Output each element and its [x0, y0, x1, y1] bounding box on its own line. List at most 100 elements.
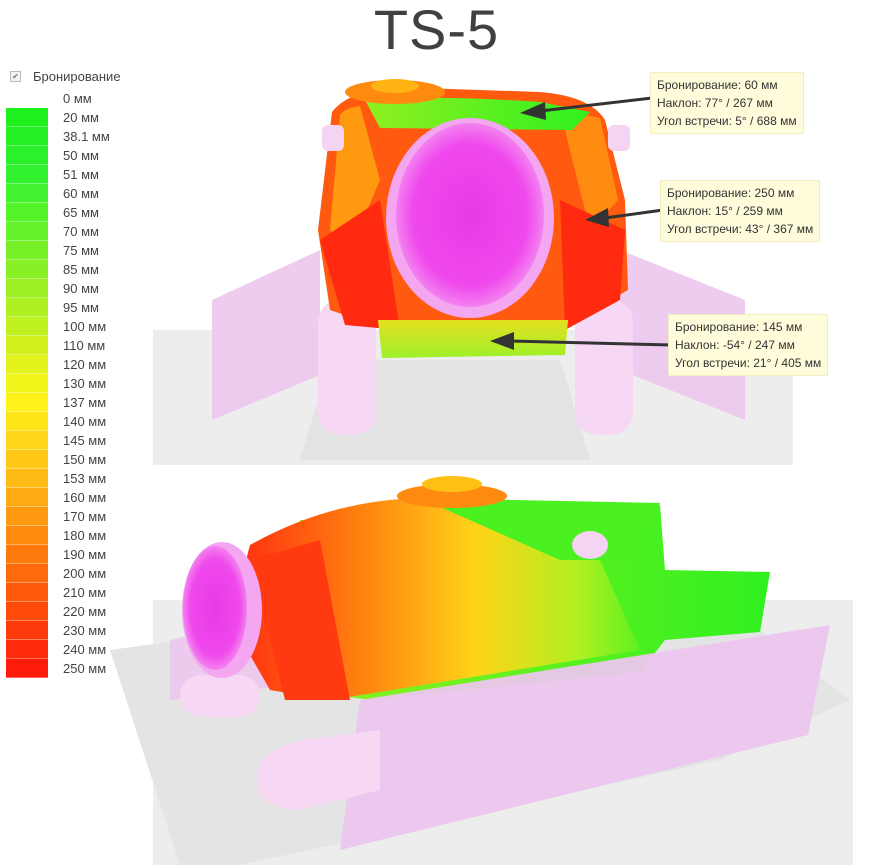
legend-entry: 200 мм [6, 564, 156, 583]
legend-entry: 50 мм [6, 146, 156, 165]
legend-entry: 160 мм [6, 488, 156, 507]
legend-entry: 100 мм [6, 317, 156, 336]
legend-value: 70 мм [63, 224, 99, 239]
legend-swatch [6, 488, 48, 507]
legend-entry: 150 мм [6, 450, 156, 469]
legend-entry: 220 мм [6, 602, 156, 621]
legend-swatch [6, 602, 48, 621]
legend-value: 145 мм [63, 433, 107, 448]
legend-value: 38.1 мм [63, 129, 110, 144]
legend-entry: 190 мм [6, 545, 156, 564]
legend-entry: 60 мм [6, 184, 156, 203]
legend-swatch [6, 640, 48, 659]
legend-swatch [6, 279, 48, 298]
callout-line: Наклон: -54° / 247 мм [675, 338, 795, 352]
legend-value: 0 мм [63, 91, 92, 106]
callout-line: Бронирование: 250 мм [667, 186, 795, 200]
legend-value: 137 мм [63, 395, 107, 410]
legend-value: 130 мм [63, 376, 107, 391]
legend-value: 200 мм [63, 566, 107, 581]
legend-value: 85 мм [63, 262, 99, 277]
legend-header: ✔ Бронирование [10, 66, 156, 86]
legend-entry: 20 мм [6, 108, 156, 127]
legend-entries: 0 мм 20 мм 38.1 мм 50 мм 51 мм 60 мм 65 мм 70 м… [6, 89, 156, 678]
armor-callout-mantlet-side: Бронирование: 250 мм Наклон: 15° / 259 мм… [660, 180, 821, 242]
legend-entry: 140 мм [6, 412, 156, 431]
legend-entry: 0 мм [6, 89, 156, 108]
legend-value: 153 мм [63, 471, 107, 486]
armor-toggle-checkbox[interactable]: ✔ [10, 70, 21, 82]
legend-value: 150 мм [63, 452, 107, 467]
legend-entry: 170 мм [6, 507, 156, 526]
legend-value: 51 мм [63, 167, 99, 182]
legend-entry: 180 мм [6, 526, 156, 545]
legend-swatch [6, 203, 48, 222]
legend-entry: 110 мм [6, 336, 156, 355]
side-view [110, 476, 853, 865]
callout-line: Угол встречи: 43° / 367 мм [667, 222, 814, 236]
legend-swatch [6, 108, 48, 127]
legend-swatch [6, 507, 48, 526]
legend-swatch [6, 659, 48, 678]
legend-entry: 38.1 мм [6, 127, 156, 146]
legend-value: 110 мм [63, 338, 106, 353]
legend-value: 140 мм [63, 414, 107, 429]
legend-value: 120 мм [63, 357, 107, 372]
legend-swatch [6, 545, 48, 564]
legend-value: 160 мм [63, 490, 107, 505]
legend-swatch [6, 374, 48, 393]
legend-value: 60 мм [63, 186, 99, 201]
legend-entry: 153 мм [6, 469, 156, 488]
legend-entry: 250 мм [6, 659, 156, 678]
legend-swatch [6, 583, 48, 602]
legend-entry: 230 мм [6, 621, 156, 640]
legend-swatch [6, 469, 48, 488]
legend-entry: 240 мм [6, 640, 156, 659]
legend-value: 50 мм [63, 148, 99, 163]
front-view [153, 79, 793, 465]
legend-value: 180 мм [63, 528, 107, 543]
legend-entry: 137 мм [6, 393, 156, 412]
legend-swatch [6, 260, 48, 279]
legend-entry: 95 мм [6, 298, 156, 317]
legend-swatch [6, 241, 48, 260]
legend-value: 95 мм [63, 300, 99, 315]
armor-callout-lower-plate: Бронирование: 145 мм Наклон: -54° / 247 м… [668, 314, 829, 376]
legend-entry: 145 мм [6, 431, 156, 450]
legend-swatch [6, 526, 48, 545]
callout-line: Угол встречи: 5° / 688 мм [657, 114, 797, 128]
callout-line: Угол встречи: 21° / 405 мм [675, 356, 822, 370]
legend-swatch [6, 165, 48, 184]
legend-value: 210 мм [63, 585, 107, 600]
legend-entry: 75 мм [6, 241, 156, 260]
legend-value: 20 мм [63, 110, 99, 125]
legend-entry: 90 мм [6, 279, 156, 298]
legend-entry: 130 мм [6, 374, 156, 393]
legend-swatch [6, 564, 48, 583]
legend-swatch [6, 184, 48, 203]
callout-line: Бронирование: 145 мм [675, 320, 803, 334]
callout-line: Бронирование: 60 мм [657, 78, 778, 92]
legend-swatch [6, 127, 48, 146]
legend-value: 100 мм [63, 319, 107, 334]
legend-value: 230 мм [63, 623, 107, 638]
callout-line: Наклон: 77° / 267 мм [657, 96, 773, 110]
legend-value: 65 мм [63, 205, 99, 220]
legend-entry: 210 мм [6, 583, 156, 602]
legend-value: 240 мм [63, 642, 107, 657]
legend-value: 190 мм [63, 547, 107, 562]
legend-title: Бронирование [33, 68, 121, 84]
legend-swatch [6, 317, 48, 336]
legend-swatch [6, 412, 48, 431]
legend-swatch [6, 621, 48, 640]
legend-swatch [6, 89, 48, 108]
armor-legend: ✔ Бронирование 0 мм 20 мм 38.1 мм 50 мм 51 м… [6, 66, 156, 678]
page-title: TS-5 [373, 0, 500, 61]
callout-line: Наклон: 15° / 259 мм [667, 204, 783, 218]
callout-arrows [490, 96, 673, 350]
legend-swatch [6, 355, 48, 374]
legend-value: 90 мм [63, 281, 99, 296]
legend-swatch [6, 146, 48, 165]
legend-swatch [6, 298, 48, 317]
legend-swatch [6, 450, 48, 469]
